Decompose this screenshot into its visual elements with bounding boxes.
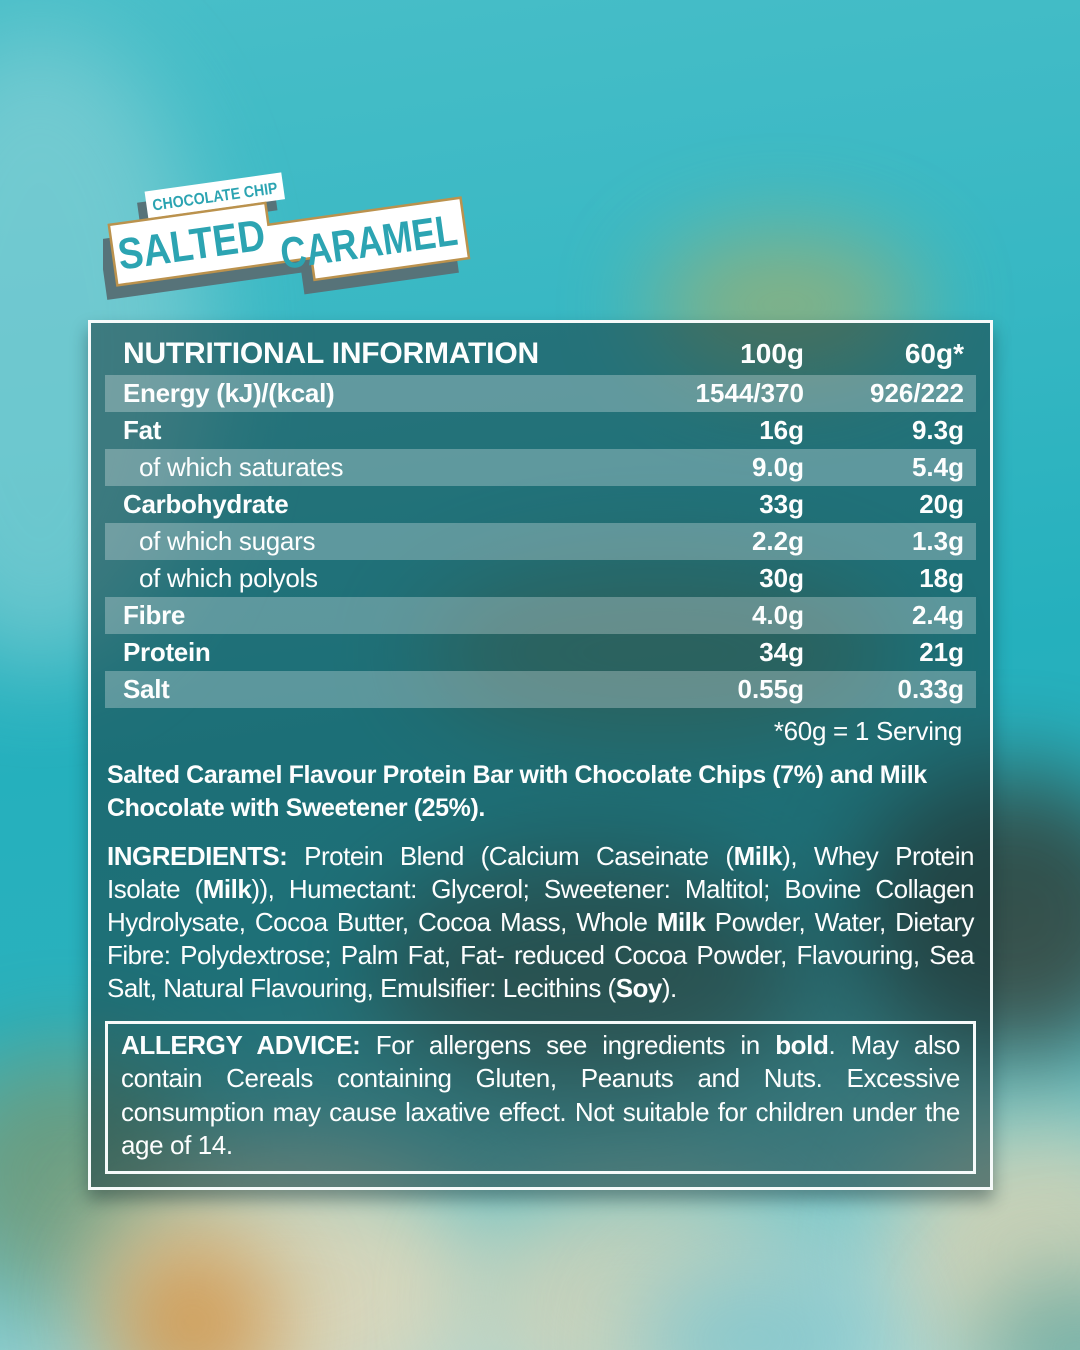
row-label: Fibre	[123, 600, 186, 630]
row-label: Salt	[123, 674, 170, 704]
row-value-60g: 1.3g	[911, 526, 964, 556]
table-row: Carbohydrate 33g 20g	[105, 486, 976, 523]
row-value-60g: 2.4g	[911, 600, 964, 630]
row-value-60g: 20g	[919, 489, 964, 519]
row-value-100g: 9.0g	[751, 452, 804, 482]
serving-footnote: *60g = 1 Serving	[773, 716, 962, 746]
allergy-advice-box: ALLERGY ADVICE: For allergens see ingred…	[105, 1021, 976, 1175]
row-value-60g: 9.3g	[911, 415, 964, 445]
table-row: Protein 34g 21g	[105, 634, 976, 671]
table-row: Energy (kJ)/(kcal) 1544/370 926/222	[105, 375, 976, 412]
column-header-100g: 100g	[740, 338, 804, 369]
row-value-100g: 16g	[759, 415, 804, 445]
column-header-60g: 60g*	[904, 338, 964, 369]
row-label: of which saturates	[139, 452, 344, 482]
row-value-100g: 0.55g	[737, 674, 805, 704]
table-row: of which sugars 2.2g 1.3g	[105, 523, 976, 560]
row-value-100g: 33g	[759, 489, 804, 519]
allergy-advice-text: ALLERGY ADVICE: For allergens see ingred…	[121, 1030, 960, 1160]
row-value-100g: 1544/370	[695, 378, 804, 408]
row-value-100g: 4.0g	[751, 600, 804, 630]
nutrition-panel: NUTRITIONAL INFORMATION 100g 60g* Energy…	[88, 320, 993, 1191]
table-row: Fibre 4.0g 2.4g	[105, 597, 976, 634]
row-value-100g: 30g	[759, 563, 804, 593]
row-label: of which sugars	[139, 526, 316, 556]
table-row: Salt 0.55g 0.33g	[105, 671, 976, 708]
row-label: of which polyols	[139, 563, 318, 593]
product-description: Salted Caramel Flavour Protein Bar with …	[107, 761, 927, 822]
row-label: Fat	[123, 415, 162, 445]
row-value-60g: 0.33g	[897, 674, 965, 704]
nutrition-table-title: NUTRITIONAL INFORMATION	[123, 337, 539, 370]
flavour-banner: CHOCOLATE CHIP SALTED CARAMEL	[103, 172, 471, 300]
banner-strip	[144, 172, 285, 219]
row-label: Energy (kJ)/(kcal)	[123, 378, 335, 408]
row-value-60g: 18g	[919, 563, 964, 593]
table-row: Fat 16g 9.3g	[105, 412, 976, 449]
table-row: of which polyols 30g 18g	[105, 560, 976, 597]
row-value-60g: 926/222	[870, 378, 964, 408]
row-label: Carbohydrate	[123, 489, 289, 519]
banner-plate	[107, 196, 471, 287]
row-value-100g: 2.2g	[751, 526, 804, 556]
table-row: of which saturates 9.0g 5.4g	[105, 449, 976, 486]
ingredients-paragraph: INGREDIENTS: Protein Blend (Calcium Case…	[107, 841, 975, 1004]
row-value-60g: 21g	[919, 637, 964, 667]
row-label: Protein	[123, 637, 211, 667]
row-value-100g: 34g	[759, 637, 804, 667]
row-value-60g: 5.4g	[911, 452, 964, 482]
nutrition-table-header: NUTRITIONAL INFORMATION 100g 60g*	[105, 333, 976, 375]
nutrition-table-rows: Energy (kJ)/(kcal) 1544/370 926/222 Fat 16g 9…	[91, 375, 990, 708]
